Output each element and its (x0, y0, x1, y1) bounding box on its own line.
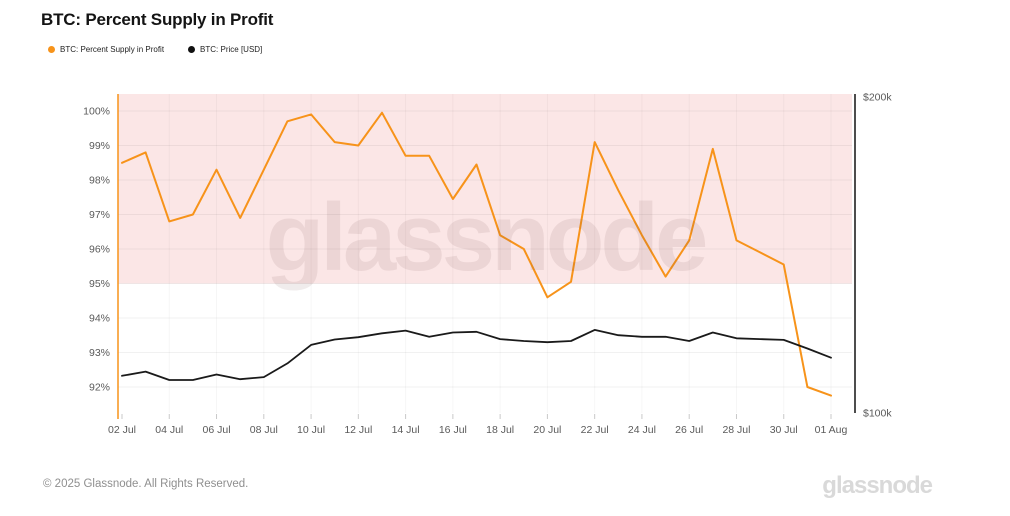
y-axis-left-label: 98% (89, 175, 110, 187)
x-axis-label: 10 Jul (297, 424, 325, 436)
percent-supply-in-profit-line (121, 111, 832, 397)
legend-label: BTC: Percent Supply in Profit (60, 45, 165, 54)
legend: BTC: Percent Supply in Profit BTC: Price… (48, 45, 262, 54)
footer-copyright: © 2025 Glassnode. All Rights Reserved. (43, 478, 249, 490)
y-axis-left-label: 96% (89, 244, 110, 256)
x-axis-label: 02 Jul (108, 424, 136, 436)
x-axis-label: 28 Jul (722, 424, 750, 436)
y-axis-right-label: $100k (863, 408, 892, 420)
x-axis-label: 12 Jul (344, 424, 372, 436)
x-axis-label: 08 Jul (250, 424, 278, 436)
y-axis-right-label: $200k (863, 92, 892, 104)
legend-dot-orange-icon (48, 46, 55, 53)
legend-item-price[interactable]: BTC: Price [USD] (188, 45, 262, 54)
x-axis-label: 30 Jul (770, 424, 798, 436)
x-axis-label: 14 Jul (392, 424, 420, 436)
legend-label: BTC: Price [USD] (200, 45, 263, 54)
x-axis-label: 24 Jul (628, 424, 656, 436)
legend-item-percent-supply[interactable]: BTC: Percent Supply in Profit (48, 45, 164, 54)
legend-dot-black-icon (188, 46, 196, 53)
y-axis-left-label: 97% (89, 209, 110, 221)
x-axis-label: 26 Jul (675, 424, 703, 436)
y-axis-left-label: 99% (89, 140, 110, 152)
glassnode-logo: glassnode (822, 472, 933, 499)
y-axis-left-label: 93% (89, 347, 110, 359)
x-axis-label: 06 Jul (203, 424, 231, 436)
x-axis-label: 22 Jul (581, 424, 609, 436)
x-axis-label: 01 Aug (815, 424, 848, 436)
x-axis-label: 18 Jul (486, 424, 514, 436)
y-axis-left-label: 95% (89, 278, 110, 290)
x-axis-label: 16 Jul (439, 424, 467, 436)
x-axis-label: 04 Jul (155, 424, 183, 436)
page-title: BTC: Percent Supply in Profit (41, 10, 274, 29)
btc-price-line (121, 328, 832, 381)
y-axis-left-label: 92% (89, 382, 110, 394)
x-axis-label: 20 Jul (533, 424, 561, 436)
y-axis-left-label: 94% (89, 313, 110, 325)
y-axis-left-label: 100% (83, 106, 110, 118)
